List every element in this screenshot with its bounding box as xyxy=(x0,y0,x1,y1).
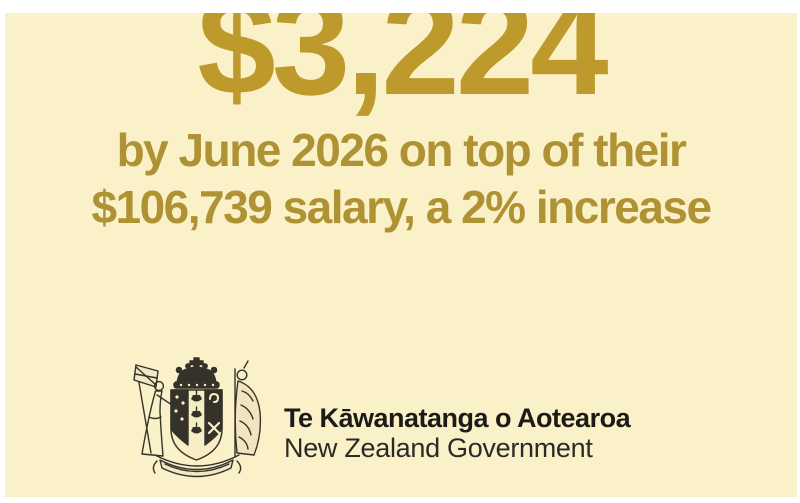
headline-amount: $3,224 xyxy=(197,13,608,124)
gov-logo-title: Te Kāwanatanga o Aotearoa xyxy=(284,403,631,433)
gov-logo-text: Te Kāwanatanga o Aotearoa New Zealand Go… xyxy=(284,377,631,463)
gov-logo-subtitle: New Zealand Government xyxy=(284,433,593,463)
subtitle-line-1: by June 2026 on top of their xyxy=(116,124,687,176)
nz-coat-of-arms-icon xyxy=(133,357,262,478)
headline-subtitle: by June 2026 on top of their $106,739 sa… xyxy=(5,122,797,236)
infographic-panel: $3,224 by June 2026 on top of their $106… xyxy=(5,13,797,497)
subtitle-line-2: $106,739 salary, a 2% increase xyxy=(91,181,712,233)
nz-government-logo: Te Kāwanatanga o Aotearoa New Zealand Go… xyxy=(127,357,631,483)
